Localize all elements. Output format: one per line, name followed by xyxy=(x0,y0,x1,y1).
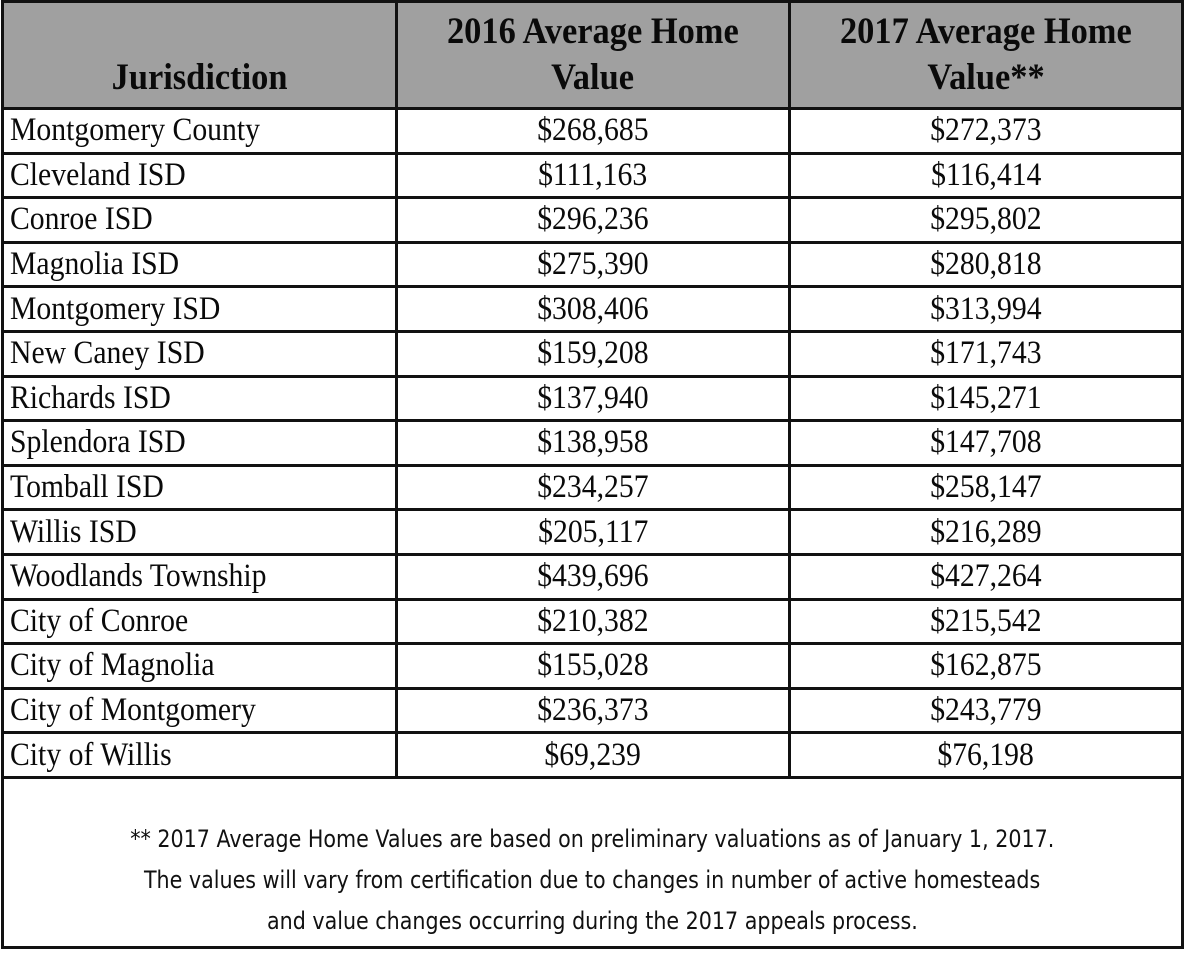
value-2016-cell: $155,028 xyxy=(395,642,791,690)
jurisdiction-cell: City of Magnolia xyxy=(1,642,398,690)
value-2016-cell: $439,696 xyxy=(395,552,791,601)
value-2017-cell: $313,994 xyxy=(788,285,1184,333)
value-2017-cell: $272,373 xyxy=(788,107,1184,155)
jurisdiction-cell: New Caney ISD xyxy=(1,329,398,378)
jurisdiction-cell: City of Conroe xyxy=(1,597,398,646)
value-2016-cell: $296,236 xyxy=(395,196,791,244)
value-2017-cell: $243,779 xyxy=(788,686,1184,735)
table-row: City of Magnolia $155,028 $162,875 xyxy=(1,642,1184,690)
table-row: New Caney ISD $159,208 $171,743 xyxy=(1,329,1184,378)
table-row: Montgomery County $268,685 $272,373 xyxy=(1,107,1184,155)
table-row: City of Montgomery $236,373 $243,779 xyxy=(1,686,1184,735)
footnote-row: ** 2017 Average Home Values are based on… xyxy=(1,775,1184,949)
value-2016-cell: $275,390 xyxy=(395,240,791,289)
value-2016-cell: $111,163 xyxy=(395,151,791,200)
value-2017-cell: $76,198 xyxy=(788,731,1184,779)
jurisdiction-cell: Splendora ISD xyxy=(1,419,398,467)
value-2016-cell: $308,406 xyxy=(395,285,791,333)
jurisdiction-cell: City of Montgomery xyxy=(1,686,398,735)
jurisdiction-cell: Woodlands Township xyxy=(1,552,398,601)
table-row: Magnolia ISD $275,390 $280,818 xyxy=(1,240,1184,289)
value-2017-cell: $116,414 xyxy=(788,151,1184,200)
table-row: City of Conroe $210,382 $215,542 xyxy=(1,597,1184,646)
value-2016-cell: $234,257 xyxy=(395,463,791,512)
table-row: Cleveland ISD $111,163 $116,414 xyxy=(1,151,1184,200)
value-2017-cell: $162,875 xyxy=(788,642,1184,690)
footnote-line-3: and value changes occurring during the 2… xyxy=(267,906,918,935)
table-row: Tomball ISD $234,257 $258,147 xyxy=(1,463,1184,512)
header-2016-average-home-value: 2016 Average Home Value xyxy=(395,0,791,110)
table-row: Conroe ISD $296,236 $295,802 xyxy=(1,196,1184,244)
jurisdiction-cell: Tomball ISD xyxy=(1,463,398,512)
jurisdiction-cell: Cleveland ISD xyxy=(1,151,398,200)
table-row: Splendora ISD $138,958 $147,708 xyxy=(1,419,1184,467)
table-row: Richards ISD $137,940 $145,271 xyxy=(1,374,1184,423)
header-row: Jurisdiction 2016 Average Home Value 201… xyxy=(1,0,1184,110)
header-2017-average-home-value: 2017 Average Home Value** xyxy=(788,0,1184,110)
value-2017-cell: $216,289 xyxy=(788,508,1184,556)
table-row: Montgomery ISD $308,406 $313,994 xyxy=(1,285,1184,333)
value-2016-cell: $137,940 xyxy=(395,374,791,423)
jurisdiction-cell: Richards ISD xyxy=(1,374,398,423)
value-2017-cell: $427,264 xyxy=(788,552,1184,601)
jurisdiction-cell: Montgomery ISD xyxy=(1,285,398,333)
jurisdiction-cell: Montgomery County xyxy=(1,107,398,155)
value-2016-cell: $159,208 xyxy=(395,329,791,378)
value-2017-cell: $147,708 xyxy=(788,419,1184,467)
footnote: ** 2017 Average Home Values are based on… xyxy=(1,775,1184,949)
value-2016-cell: $236,373 xyxy=(395,686,791,735)
value-2017-cell: $145,271 xyxy=(788,374,1184,423)
table-row: Woodlands Township $439,696 $427,264 xyxy=(1,552,1184,601)
home-value-table: Jurisdiction 2016 Average Home Value 201… xyxy=(1,0,1184,949)
value-2017-cell: $295,802 xyxy=(788,196,1184,244)
value-2016-cell: $69,239 xyxy=(395,731,791,779)
value-2017-cell: $280,818 xyxy=(788,240,1184,289)
value-2017-cell: $258,147 xyxy=(788,463,1184,512)
jurisdiction-cell: Conroe ISD xyxy=(1,196,398,244)
value-2016-cell: $268,685 xyxy=(395,107,791,155)
jurisdiction-cell: City of Willis xyxy=(1,731,398,779)
table-row: Willis ISD $205,117 $216,289 xyxy=(1,508,1184,556)
header-jurisdiction: Jurisdiction xyxy=(1,0,398,110)
jurisdiction-cell: Magnolia ISD xyxy=(1,240,398,289)
footnote-line-1: ** 2017 Average Home Values are based on… xyxy=(130,824,1055,853)
value-2016-cell: $138,958 xyxy=(395,419,791,467)
jurisdiction-cell: Willis ISD xyxy=(1,508,398,556)
table-row: City of Willis $69,239 $76,198 xyxy=(1,731,1184,779)
value-2017-cell: $171,743 xyxy=(788,329,1184,378)
value-2016-cell: $205,117 xyxy=(395,508,791,556)
value-2017-cell: $215,542 xyxy=(788,597,1184,646)
value-2016-cell: $210,382 xyxy=(395,597,791,646)
footnote-line-2: The values will vary from certification … xyxy=(144,865,1041,894)
